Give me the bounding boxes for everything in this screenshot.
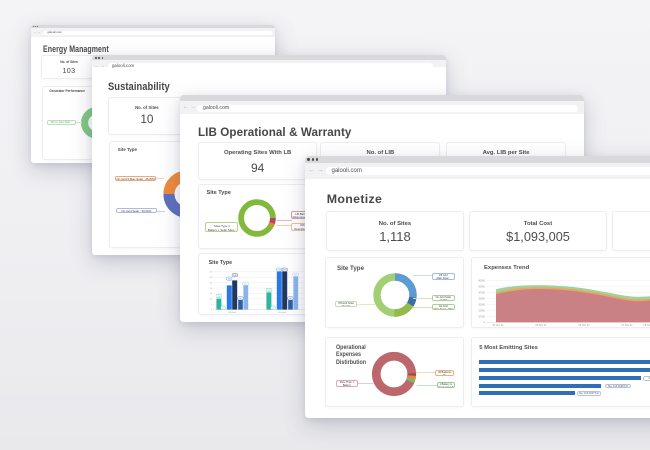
svg-text:68: 68 <box>239 298 242 300</box>
svg-text:Off-Grid: Off-Grid <box>228 311 237 314</box>
svg-text:35: 35 <box>210 272 213 274</box>
svg-text:05 Nov 22: 05 Nov 22 <box>536 324 548 327</box>
svg-text:40000: 40000 <box>478 279 485 282</box>
svg-text:0: 0 <box>222 308 224 310</box>
svg-text:5: 5 <box>211 304 213 306</box>
svg-text:06 Nov 22: 06 Nov 22 <box>579 324 591 327</box>
svg-text:08 Nov 22: 08 Nov 22 <box>644 324 650 327</box>
svg-text:25000: 25000 <box>478 297 485 300</box>
svg-text:25: 25 <box>210 282 213 284</box>
svg-text:157: 157 <box>294 275 298 277</box>
svg-text:10: 10 <box>210 299 213 301</box>
svg-text:30: 30 <box>210 277 213 279</box>
svg-text:78: 78 <box>218 296 221 298</box>
svg-text:30000: 30000 <box>478 291 485 294</box>
svg-text:102: 102 <box>267 290 271 292</box>
svg-text:0: 0 <box>211 309 213 311</box>
svg-text:111: 111 <box>244 284 248 286</box>
svg-text:On-Grid: On-Grid <box>278 311 287 314</box>
svg-text:10000: 10000 <box>478 315 485 318</box>
svg-text:172: 172 <box>283 270 287 272</box>
svg-text:20000: 20000 <box>478 303 485 306</box>
svg-text:68: 68 <box>289 298 292 300</box>
svg-text:04 Nov 22: 04 Nov 22 <box>493 324 505 327</box>
svg-text:172: 172 <box>278 270 282 272</box>
svg-text:110: 110 <box>228 279 232 281</box>
svg-text:0: 0 <box>272 308 274 310</box>
svg-text:07 Nov 22: 07 Nov 22 <box>622 324 634 327</box>
svg-text:128: 128 <box>233 275 237 277</box>
svg-text:20: 20 <box>210 288 213 290</box>
svg-text:35000: 35000 <box>478 285 485 288</box>
svg-text:0: 0 <box>484 321 486 324</box>
svg-text:15000: 15000 <box>478 309 485 312</box>
svg-text:15: 15 <box>210 293 213 295</box>
